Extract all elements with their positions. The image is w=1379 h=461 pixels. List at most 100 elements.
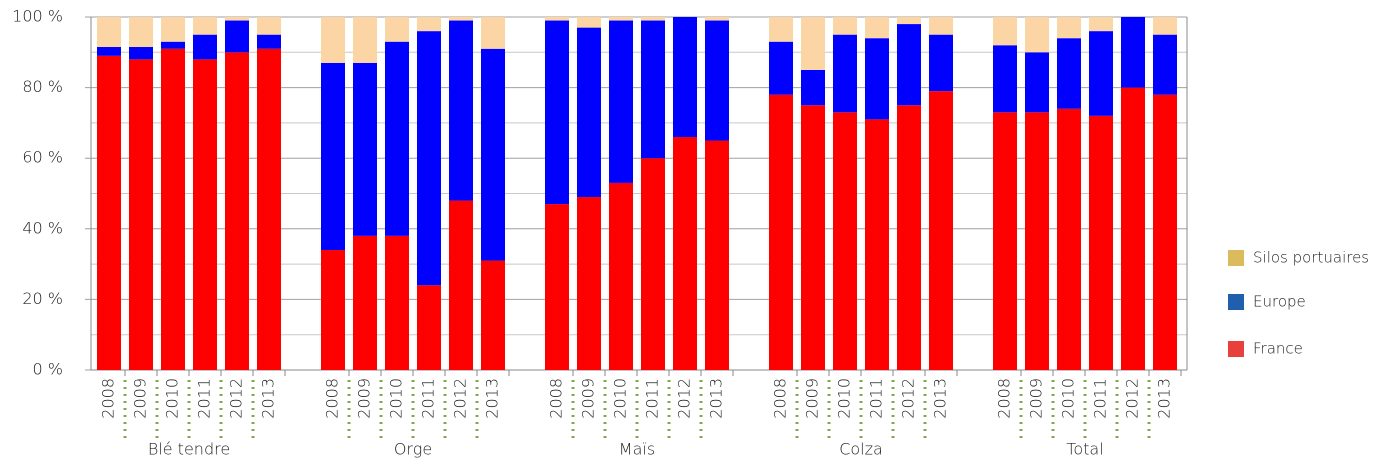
bar-segment	[449, 20, 473, 201]
bar-segment	[545, 204, 569, 370]
x-tick-label: 2013	[1155, 378, 1174, 419]
bar-segment	[929, 91, 953, 370]
bar-segment	[129, 47, 153, 60]
bar-segment	[1121, 87, 1145, 370]
x-tick-label: 2010	[835, 378, 854, 419]
bar-segment	[673, 137, 697, 370]
bar-segment	[1057, 17, 1081, 39]
bar-segment	[1057, 108, 1081, 370]
bar-segment	[481, 260, 505, 370]
bar-segment	[161, 17, 185, 42]
x-tick-label: 2009	[1027, 378, 1046, 419]
x-tick-label: 2013	[931, 378, 950, 419]
y-tick-label: 100 %	[12, 7, 63, 26]
bar-segment	[993, 17, 1017, 46]
legend-label: France	[1253, 340, 1303, 358]
bar-segment	[769, 41, 793, 95]
bar-segment	[769, 94, 793, 370]
bar-segment	[609, 20, 633, 183]
bar-segment	[1025, 17, 1049, 53]
bar-segment	[993, 45, 1017, 113]
x-tick-label: 2011	[1091, 378, 1110, 419]
bar-segment	[321, 249, 345, 370]
x-tick-label: 2008	[323, 378, 342, 419]
x-tick-label: 2008	[995, 378, 1014, 419]
bar-segment	[801, 69, 825, 106]
x-tick-label: 2012	[451, 378, 470, 419]
bar-segment	[833, 17, 857, 35]
x-tick-label: 2011	[867, 378, 886, 419]
x-tick-label: 2009	[803, 378, 822, 419]
bar-segment	[865, 119, 889, 371]
bar-segment	[97, 47, 121, 56]
y-tick-label: 20 %	[22, 289, 63, 308]
bar-segment	[97, 17, 121, 48]
x-tick-label: 2009	[355, 378, 374, 419]
y-tick-label: 0 %	[33, 360, 63, 379]
x-tick-label: 2012	[675, 378, 694, 419]
bar-segment	[385, 17, 409, 42]
bar-segment	[1089, 31, 1113, 116]
bar-segment	[577, 197, 601, 370]
bar-segment	[609, 17, 633, 21]
x-tick-label: 2013	[707, 378, 726, 419]
bar-segment	[225, 20, 249, 53]
legend-label: Europe	[1253, 293, 1306, 311]
bar-segment	[161, 48, 185, 371]
bar-segment	[833, 34, 857, 113]
y-tick-label: 40 %	[22, 218, 63, 237]
x-tick-label: 2008	[547, 378, 566, 419]
x-tick-label: 2010	[387, 378, 406, 419]
bar-segment	[225, 17, 249, 21]
bar-segment	[193, 59, 217, 371]
bar-segment	[577, 27, 601, 198]
x-tick-label: 2010	[611, 378, 630, 419]
bar-segment	[417, 17, 441, 32]
x-tick-label: 2010	[1059, 378, 1078, 419]
bar-segment	[833, 112, 857, 370]
group-label: Colza	[839, 440, 883, 459]
bar-segment	[641, 158, 665, 370]
bar-segment	[97, 55, 121, 371]
bar-segment	[129, 59, 153, 371]
bar-segment	[481, 17, 505, 49]
bar-segment	[865, 17, 889, 39]
bar-segment	[801, 105, 825, 370]
bar-segment	[321, 17, 345, 63]
legend-swatch	[1228, 294, 1244, 310]
bar-segment	[705, 140, 729, 370]
bar-segment	[449, 200, 473, 370]
bar-segment	[385, 41, 409, 236]
bar-segment	[1089, 17, 1113, 32]
bar-segment	[1153, 94, 1177, 370]
group-label: Orge	[394, 440, 432, 459]
legend-swatch	[1228, 341, 1244, 357]
y-tick-label: 60 %	[22, 148, 63, 167]
bar-segment	[257, 48, 281, 371]
bar-segment	[353, 17, 377, 63]
x-tick-label: 2012	[899, 378, 918, 419]
x-tick-label: 2009	[131, 378, 150, 419]
x-tick-label: 2008	[771, 378, 790, 419]
bar-segment	[545, 20, 569, 205]
bar-segment	[161, 41, 185, 49]
x-tick-label: 2012	[1123, 378, 1142, 419]
group-label: Total	[1066, 440, 1103, 459]
x-tick-label: 2011	[643, 378, 662, 419]
bar-segment	[801, 17, 825, 70]
legend-label: Silos portuaires	[1253, 249, 1369, 267]
y-tick-label: 80 %	[22, 77, 63, 96]
bar-segment	[257, 17, 281, 35]
bar-segment	[1121, 17, 1145, 88]
x-tick-label: 2008	[99, 378, 118, 419]
bar-segment	[481, 48, 505, 261]
x-tick-label: 2009	[579, 378, 598, 419]
x-tick-label: 2010	[163, 378, 182, 419]
x-tick-label: 2011	[419, 378, 438, 419]
bar-segment	[193, 17, 217, 35]
x-tick-label: 2013	[259, 378, 278, 419]
legend-swatch	[1228, 250, 1244, 266]
bar-segment	[1089, 115, 1113, 370]
bar-segment	[929, 34, 953, 92]
